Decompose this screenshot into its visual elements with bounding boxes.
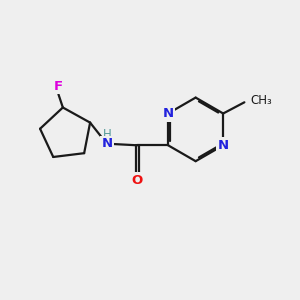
- Text: F: F: [54, 80, 63, 92]
- Text: CH₃: CH₃: [251, 94, 273, 107]
- Text: N: N: [163, 107, 174, 120]
- Text: N: N: [101, 137, 112, 150]
- Text: N: N: [218, 139, 229, 152]
- Text: O: O: [132, 173, 143, 187]
- Text: H: H: [103, 128, 111, 142]
